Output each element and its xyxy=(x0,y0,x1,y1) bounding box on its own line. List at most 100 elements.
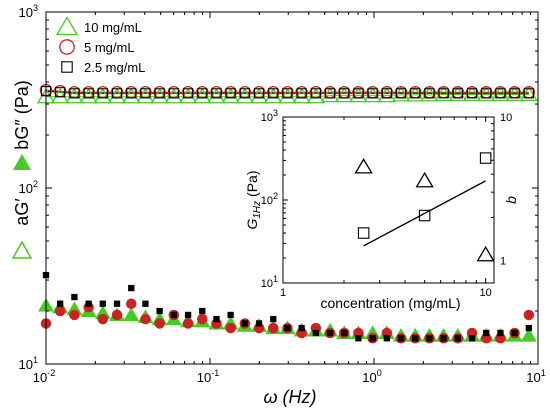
data-point xyxy=(253,88,265,99)
legend-label: 2.5 mg/mL xyxy=(84,60,145,75)
data-point xyxy=(440,335,447,342)
data-point xyxy=(142,300,149,307)
inset-yleft-tick-exponent: 3 xyxy=(273,108,278,118)
inset-x-axis-label: concentration (mg/mL) xyxy=(320,295,460,311)
inset-fit-line xyxy=(363,180,486,247)
data-point xyxy=(268,88,279,99)
inset-x-tick-label: 1 xyxy=(280,287,286,299)
legend-marker xyxy=(55,16,79,36)
data-point xyxy=(282,88,293,99)
data-point xyxy=(168,88,179,99)
inset-square-point xyxy=(418,209,431,222)
data-point xyxy=(353,88,364,99)
data-point xyxy=(225,322,236,334)
legend-marker xyxy=(59,39,75,55)
data-point xyxy=(397,335,405,342)
inset-yright-axis-label: b xyxy=(503,196,519,204)
data-point xyxy=(511,329,518,337)
inset-yleft-unit: (Pa) xyxy=(244,170,260,200)
inset-triangle-point xyxy=(476,245,495,262)
inset-triangle-point xyxy=(415,171,434,188)
data-point xyxy=(154,318,165,329)
data-point xyxy=(182,88,194,99)
data-point xyxy=(481,88,492,99)
data-point xyxy=(452,88,463,99)
data-point xyxy=(241,320,248,327)
data-point xyxy=(310,88,321,99)
data-point xyxy=(312,329,319,337)
data-point xyxy=(211,88,222,99)
data-point xyxy=(55,87,66,98)
data-point xyxy=(57,300,64,307)
data-point xyxy=(97,313,109,325)
x-tick-exponent: -2 xyxy=(47,368,55,378)
data-point xyxy=(126,298,137,309)
data-point xyxy=(298,324,305,332)
x-tick-exponent: -1 xyxy=(211,368,219,378)
inset-yright-tick-label: 10 xyxy=(500,112,512,124)
data-point xyxy=(424,88,435,99)
series-2 xyxy=(40,86,534,99)
data-point xyxy=(99,300,106,307)
data-point xyxy=(154,88,165,99)
data-point xyxy=(395,88,407,99)
legend: 10 mg/mL 5 mg/mL 2.5 mg/mL xyxy=(55,16,145,75)
data-point xyxy=(326,329,334,337)
data-point xyxy=(126,88,137,99)
data-point xyxy=(83,88,94,99)
inset-frame xyxy=(282,116,495,284)
y-tick-exponent: 2 xyxy=(33,179,38,189)
data-point xyxy=(426,335,433,342)
data-point xyxy=(383,335,390,342)
data-point xyxy=(468,335,476,342)
inset-square-point xyxy=(479,152,492,164)
data-point xyxy=(270,315,277,323)
data-point xyxy=(239,88,250,99)
series-5 xyxy=(42,271,532,342)
data-point xyxy=(71,293,78,301)
legend-marker xyxy=(61,61,73,73)
main-plot-data xyxy=(36,83,538,344)
y-tick-exponent: 1 xyxy=(33,355,38,365)
inset-yleft-axis-label: G1Hz (Pa) xyxy=(244,170,263,229)
data-point xyxy=(438,88,449,99)
y-axis-label-ag1: aG′ xyxy=(12,198,32,226)
data-point xyxy=(296,88,307,99)
data-point xyxy=(367,88,378,99)
y-axis-label-lower: aG′ xyxy=(12,198,32,226)
data-point xyxy=(523,88,534,99)
data-point xyxy=(454,335,461,342)
data-point xyxy=(227,311,234,319)
data-point xyxy=(381,88,392,99)
data-point xyxy=(284,324,291,332)
data-point xyxy=(54,305,66,317)
data-point xyxy=(497,329,504,337)
data-point xyxy=(156,307,163,315)
data-point xyxy=(182,318,194,329)
legend-label: 5 mg/mL xyxy=(84,40,135,55)
data-point xyxy=(111,88,123,99)
data-point xyxy=(197,313,208,325)
data-point xyxy=(85,300,92,307)
ylabel-marker-open-triangle xyxy=(11,240,33,259)
data-point xyxy=(369,335,376,342)
data-point xyxy=(123,307,140,321)
y-axis-label-upper: bG″ (Pa) xyxy=(12,80,32,149)
x-tick-exponent: 1 xyxy=(541,368,546,378)
data-point xyxy=(509,88,520,99)
inset-triangle-point xyxy=(354,157,373,174)
data-point xyxy=(520,327,537,342)
data-point xyxy=(483,329,490,337)
data-point xyxy=(184,311,192,319)
data-point xyxy=(339,88,350,99)
data-point xyxy=(255,320,263,327)
data-point xyxy=(412,335,419,342)
data-point xyxy=(170,311,178,319)
data-point xyxy=(355,335,362,342)
y-tick-exponent: 3 xyxy=(33,3,38,13)
data-point xyxy=(111,309,123,321)
x-tick-exponent: 0 xyxy=(377,368,382,378)
data-point xyxy=(69,309,80,321)
